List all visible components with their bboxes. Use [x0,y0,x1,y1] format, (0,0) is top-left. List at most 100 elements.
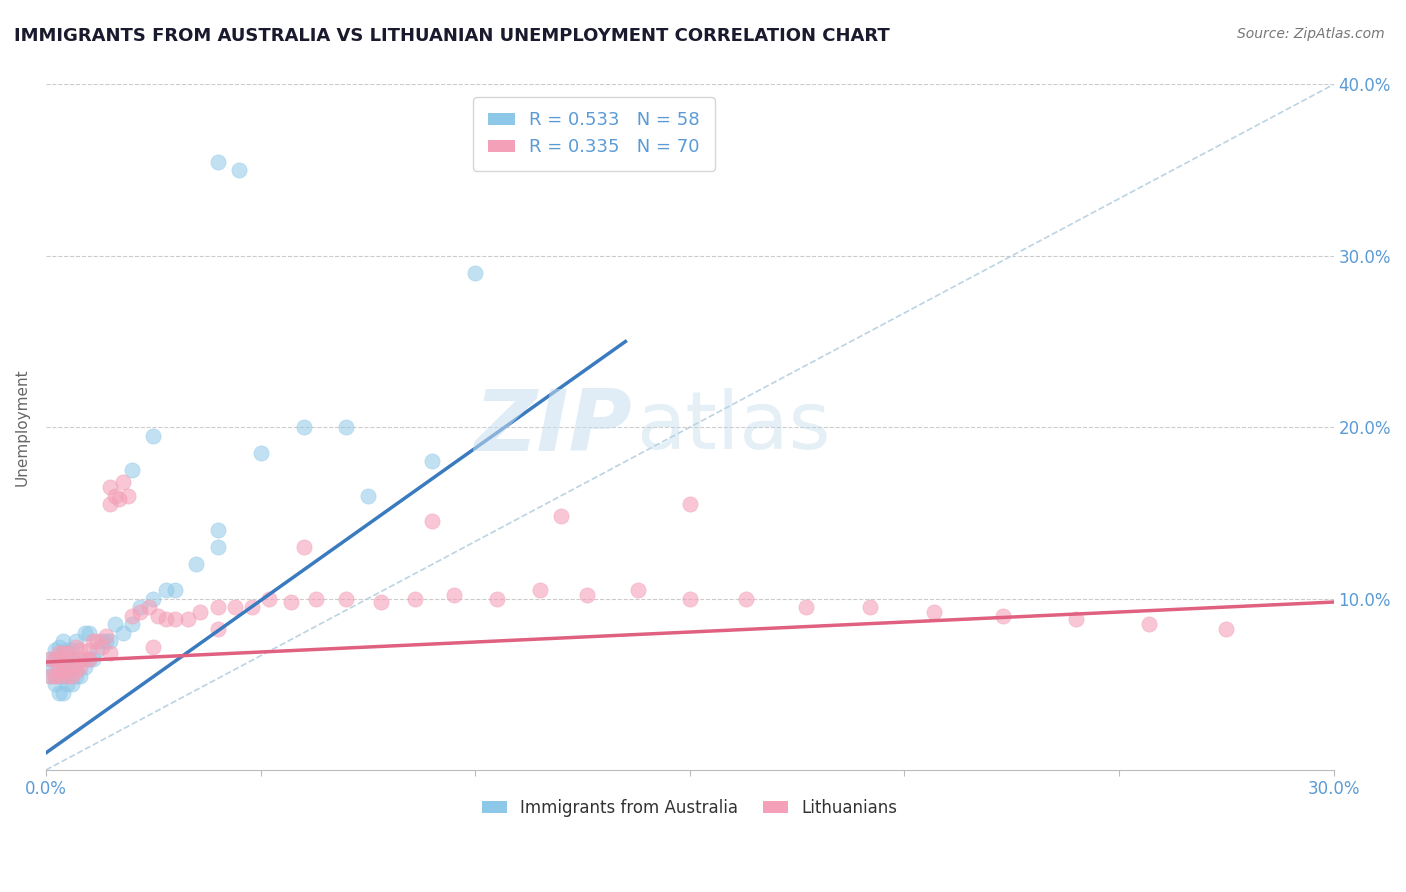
Point [82,634,104,648]
Point [56,643,79,657]
Point [112,626,135,640]
Point [48,669,70,683]
Point [129,605,152,619]
Point [207,600,229,615]
Point [65,640,87,654]
Point [190,605,212,619]
Point [39,651,62,665]
Point [60,651,83,665]
Point [77,626,100,640]
Point [163,582,186,597]
Point [142,429,165,443]
Point [443,588,465,602]
Point [734,591,756,606]
Point [77,643,100,657]
Point [924,605,946,619]
Point [60,677,83,691]
Point [104,617,127,632]
Point [69,669,91,683]
Point [112,475,135,489]
Point [529,582,551,597]
Point [257,591,280,606]
Point [90,634,112,648]
Point [44,643,66,657]
Legend: Immigrants from Australia, Lithuanians: Immigrants from Australia, Lithuanians [475,792,904,823]
Point [186,558,208,572]
Point [129,600,152,615]
Point [60,669,83,683]
Point [357,489,380,503]
Text: IMMIGRANTS FROM AUSTRALIA VS LITHUANIAN UNEMPLOYMENT CORRELATION CHART: IMMIGRANTS FROM AUSTRALIA VS LITHUANIAN … [14,27,890,45]
Point [77,651,100,665]
Point [86,643,108,657]
Point [48,660,70,674]
Point [65,664,87,678]
Point [404,591,426,606]
Point [249,446,271,460]
Point [39,660,62,674]
Point [44,669,66,683]
Point [335,591,357,606]
Point [52,647,75,661]
Point [207,523,229,537]
Point [108,492,131,507]
Point [56,669,79,683]
Point [794,600,817,615]
Point [859,600,882,615]
Point [39,669,62,683]
Point [679,497,702,511]
Point [104,489,127,503]
Point [65,657,87,671]
Point [48,651,70,665]
Point [52,669,75,683]
Point [98,497,121,511]
Point [207,623,229,637]
Point [305,591,328,606]
Point [117,489,139,503]
Point [39,669,62,683]
Point [65,634,87,648]
Point [155,582,177,597]
Point [627,582,650,597]
Point [485,591,508,606]
Point [56,651,79,665]
Point [69,643,91,657]
Point [56,669,79,683]
Y-axis label: Unemployment: Unemployment [15,368,30,486]
Point [44,651,66,665]
Point [69,660,91,674]
Point [138,600,160,615]
Point [48,669,70,683]
Point [48,640,70,654]
Point [163,612,186,626]
Point [73,651,96,665]
Point [550,509,572,524]
Text: ZIP: ZIP [474,385,631,468]
Point [292,540,315,554]
Point [228,163,250,178]
Point [176,612,198,626]
Point [86,634,108,648]
Point [44,677,66,691]
Point [60,643,83,657]
Point [52,686,75,700]
Point [240,600,263,615]
Point [48,686,70,700]
Point [52,660,75,674]
Point [82,651,104,665]
Point [142,640,165,654]
Point [56,677,79,691]
Point [73,626,96,640]
Point [121,608,143,623]
Point [335,420,357,434]
Point [1137,617,1160,632]
Point [98,480,121,494]
Point [44,651,66,665]
Point [48,647,70,661]
Point [991,608,1014,623]
Point [146,608,169,623]
Point [90,640,112,654]
Point [1215,623,1237,637]
Point [292,420,315,434]
Point [52,660,75,674]
